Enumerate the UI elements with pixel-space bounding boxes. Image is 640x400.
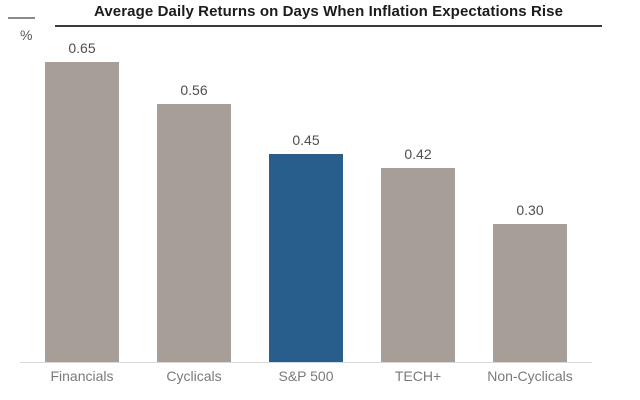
bar-tech-	[381, 168, 455, 362]
chart-title: Average Daily Returns on Days When Infla…	[93, 3, 564, 20]
bar-s-p-500	[269, 154, 343, 362]
bar-value-label: 0.30	[516, 202, 544, 218]
title-underline	[55, 25, 602, 27]
bar-value-label: 0.42	[404, 146, 432, 162]
category-label: Cyclicals	[166, 368, 222, 384]
y-axis-cap-line	[8, 17, 35, 19]
category-label: Non-Cyclicals	[487, 368, 573, 384]
y-axis-unit-label: %	[20, 27, 33, 43]
bar-value-label: 0.56	[180, 82, 208, 98]
bar-cyclicals	[157, 104, 231, 362]
category-label: TECH+	[394, 368, 442, 384]
category-label: Financials	[50, 368, 114, 384]
bar-value-label: 0.65	[68, 40, 96, 56]
bar-financials	[45, 62, 119, 362]
x-axis-baseline	[20, 362, 592, 363]
bar-non-cyclicals	[493, 224, 567, 362]
bar-value-label: 0.45	[292, 132, 320, 148]
category-label: S&P 500	[278, 368, 334, 384]
